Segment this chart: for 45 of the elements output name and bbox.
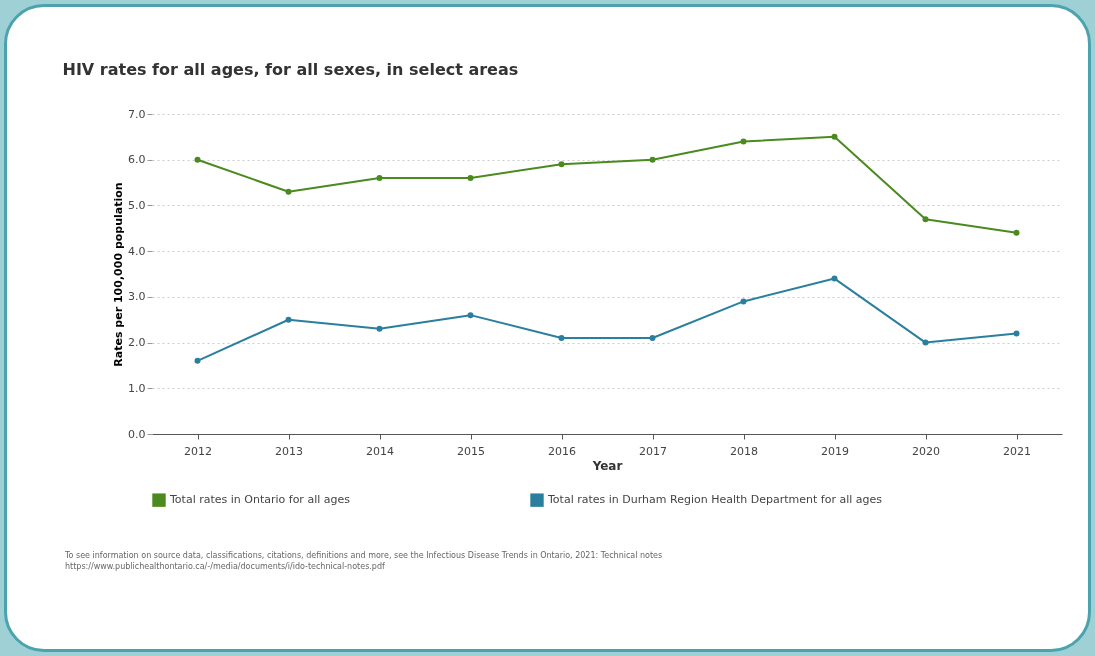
y-tick-label: 2.0 [128,336,146,350]
point [285,188,292,195]
x-tick-label: 2020 [912,444,940,458]
y-tick-label: 7.0 [128,107,146,121]
point [831,133,838,140]
chart-title: HIV rates for all ages, for all sexes, in select areas [62,60,519,79]
text: To see information on source data, classifications, citations, definitions and more, see the Infectious Disease Trends in Ontario, 2021: Technical notes [65,550,663,561]
x-tick-label: 2018 [730,444,758,458]
point [467,175,474,181]
legend-label: Total rates in Durham Region Health Department for all ages [547,493,883,507]
point [831,275,838,282]
point [194,357,201,364]
point [922,339,929,346]
y-tick-label: 1.0 [128,381,146,395]
point [649,156,656,163]
point [740,138,747,145]
y-tick-label: 0.0 [128,427,146,441]
point [467,312,474,319]
point [376,175,383,181]
point [285,316,292,323]
x-tick-label: 2012 [184,444,212,458]
x-tick-label: 2017 [639,444,667,458]
y-tick-label: 3.0 [128,290,146,304]
text: https://www.publichealthontario.ca/-/media/documents/i/ido-technical-notes.pdf [65,561,386,572]
y-tick-label: 4.0 [128,244,146,258]
x-tick-label: 2016 [548,444,576,458]
point [1013,330,1020,337]
x-tick-label: 2014 [366,444,394,458]
point [194,156,201,163]
y-tick-label: 5.0 [128,198,146,212]
point [558,335,565,341]
point [740,298,747,305]
x-tick-label: 2019 [821,444,849,458]
point [922,216,929,223]
y-axis-title: Rates per 100,000 population [112,182,126,367]
x-tick-label: 2021 [1003,444,1031,458]
point [376,325,383,332]
x-tick-label: 2015 [457,444,485,458]
legend-label: Total rates in Ontario for all ages [169,493,351,507]
point [649,335,656,341]
x-tick-label: 2013 [275,444,303,458]
point [1013,229,1020,236]
point [558,161,565,168]
x-axis-title: Year [591,458,623,473]
y-tick-label: 6.0 [128,153,146,167]
